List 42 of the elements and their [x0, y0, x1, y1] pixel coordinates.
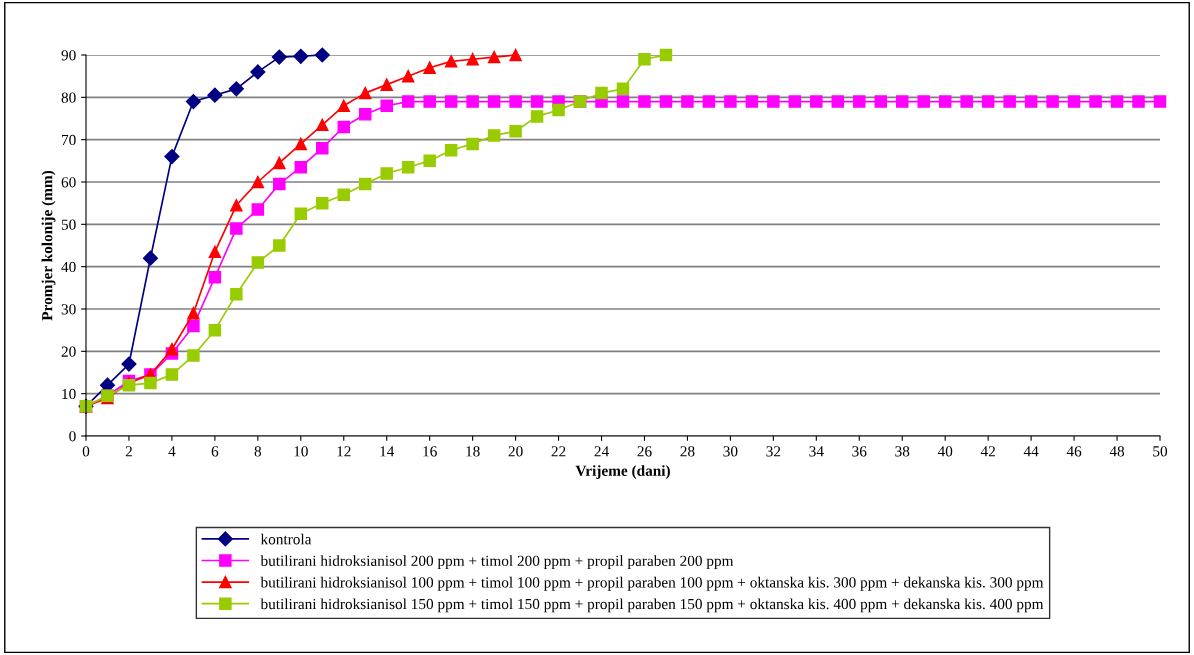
y-tick-label: 60: [61, 177, 76, 188]
x-tick-label: 34: [809, 446, 824, 457]
x-tick-label: 20: [508, 446, 523, 457]
x-tick-label: 0: [82, 446, 90, 457]
y-tick-label: 20: [61, 346, 76, 357]
x-tick-label: 44: [1023, 446, 1039, 457]
x-tick-label: 22: [551, 446, 566, 457]
y-tick-label: 0: [69, 431, 76, 442]
x-tick-label: 6: [211, 446, 219, 457]
x-tick-label: 8: [254, 446, 262, 457]
y-axis-title: Promjer kolonije (mm): [41, 170, 56, 321]
x-tick-label: 12: [337, 446, 351, 457]
x-tick-label: 32: [766, 446, 781, 457]
y-tick-label: 10: [62, 388, 76, 400]
x-tick-label: 14: [380, 446, 395, 457]
x-tick-label: 48: [1109, 446, 1125, 457]
x-axis-title: Vrijeme (dani): [575, 465, 670, 479]
x-tick-label: 10: [294, 446, 308, 457]
y-tick-label: 80: [61, 92, 76, 103]
x-tick-label: 28: [680, 446, 695, 457]
x-tick-label: 42: [980, 446, 995, 457]
x-tick-label: 46: [1066, 446, 1082, 457]
y-tick-label: 40: [61, 261, 76, 273]
x-tick-label: 26: [637, 446, 652, 457]
x-tick-label: 36: [852, 446, 867, 457]
legend-label: butilirani hidroksianisol 100 ppm + timol 100 ppm + propil paraben 100 ppm + oktanska kis. 300 ppm + dekanska kis. 300 ppm: [260, 576, 1044, 591]
x-tick-label: 4: [168, 446, 176, 457]
y-tick-label: 50: [61, 219, 76, 230]
legend-label: kontrola: [260, 533, 312, 545]
x-tick-label: 50: [1153, 446, 1168, 457]
x-tick-label: 30: [723, 446, 738, 457]
x-tick-label: 2: [125, 446, 132, 457]
x-tick-label: 40: [937, 446, 953, 457]
y-tick-label: 90: [61, 50, 76, 61]
x-tick-label: 18: [466, 446, 480, 457]
y-tick-label: 70: [62, 134, 76, 146]
x-tick-label: 24: [594, 446, 609, 457]
legend-label: butilirani hidroksianisol 150 ppm + timol 150 ppm + propil paraben 150 ppm + oktanska kis. 400 ppm + dekanska kis. 400 ppm: [260, 598, 1044, 613]
x-tick-label: 16: [423, 446, 437, 457]
y-tick-label: 30: [61, 304, 76, 315]
x-tick-label: 38: [895, 446, 910, 457]
legend-label: butilirani hidroksianisol 200 ppm + timol 200 ppm + propil paraben 200 ppm: [260, 555, 734, 570]
